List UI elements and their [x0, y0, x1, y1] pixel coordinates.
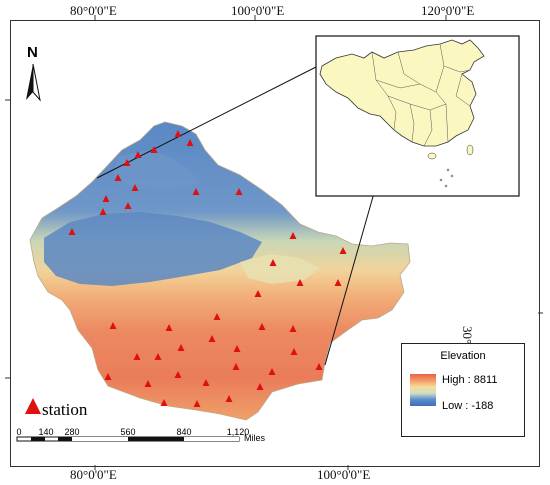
- station-marker: [296, 279, 304, 286]
- station-marker: [174, 130, 182, 137]
- scale-tick-0: 0: [16, 427, 22, 437]
- station-marker: [102, 195, 110, 202]
- station-marker: [289, 325, 297, 332]
- longitude-label-80-bottom: 80°0'0"E: [70, 467, 117, 482]
- station-marker: [192, 188, 200, 195]
- station-marker: [160, 399, 168, 406]
- station-marker: [269, 259, 277, 266]
- station-marker: [256, 383, 264, 390]
- longitude-label-80-top: 80°0'0"E: [70, 3, 117, 18]
- legend-title: Elevation: [440, 350, 486, 362]
- inset-islands: [427, 144, 474, 188]
- station-marker: [290, 348, 298, 355]
- junggar-basin: [112, 150, 200, 190]
- station-legend-label: station: [42, 400, 88, 419]
- elevation-legend: Elevation High : 8811 Low : -188: [401, 343, 525, 437]
- tarim-basin: [44, 212, 262, 286]
- station-marker: [154, 353, 162, 360]
- station-marker: [177, 344, 185, 351]
- station-marker: [186, 139, 194, 146]
- station-marker: [202, 379, 210, 386]
- station-marker: [68, 228, 76, 235]
- station-marker: [144, 380, 152, 387]
- qaidam-basin: [240, 254, 320, 284]
- inset-province-borders: [371, 43, 471, 147]
- station-marker: [133, 353, 141, 360]
- station-marker: [315, 363, 323, 370]
- north-arrow-icon: [26, 63, 41, 102]
- station-marker: [232, 363, 240, 370]
- scale-tick-140: 140: [38, 427, 54, 437]
- scale-unit-label: Miles: [244, 433, 266, 443]
- scale-tick-840: 840: [176, 427, 192, 437]
- station-marker: [268, 368, 276, 375]
- scale-tick-1120: 1,120: [226, 427, 250, 437]
- legend-color-ramp: [410, 374, 436, 406]
- legend-low-label: Low : -188: [442, 400, 494, 412]
- scale-tick-280: 280: [64, 427, 80, 437]
- station-marker: [289, 232, 297, 239]
- station-marker: [104, 373, 112, 380]
- station-marker: [339, 247, 347, 254]
- station-marker: [208, 335, 216, 342]
- station-marker: [99, 208, 107, 215]
- station-marker: [150, 146, 158, 153]
- station-marker: [109, 322, 117, 329]
- longitude-label-120-top: 120°0'0"E: [421, 3, 475, 18]
- station-markers: [68, 130, 347, 407]
- station-marker: [165, 324, 173, 331]
- station-marker: [225, 395, 233, 402]
- station-marker: [233, 345, 241, 352]
- station-marker: [134, 151, 142, 158]
- station-marker: [235, 188, 243, 195]
- station-marker: [114, 174, 122, 181]
- north-arrow-label: N: [27, 44, 38, 61]
- map-frame: [10, 20, 540, 467]
- legend-high-label: High : 8811: [442, 374, 498, 386]
- station-legend-icon: [25, 398, 41, 414]
- station-marker: [334, 279, 342, 286]
- station-marker: [131, 184, 139, 191]
- graticule-ticks: [5, 15, 543, 470]
- longitude-label-100-top: 100°0'0"E: [231, 3, 285, 18]
- station-marker: [193, 400, 201, 407]
- scale-tick-560: 560: [120, 427, 136, 437]
- scale-bar: [16, 436, 240, 442]
- station-marker: [258, 323, 266, 330]
- station-marker: [124, 202, 132, 209]
- station-marker: [123, 159, 131, 166]
- study-region-terrain: [29, 121, 411, 421]
- station-marker: [174, 371, 182, 378]
- inset-china-map: [319, 39, 485, 147]
- station-marker: [213, 313, 221, 320]
- longitude-label-100-bottom: 100°0'0"E: [317, 467, 371, 482]
- station-marker: [254, 290, 262, 297]
